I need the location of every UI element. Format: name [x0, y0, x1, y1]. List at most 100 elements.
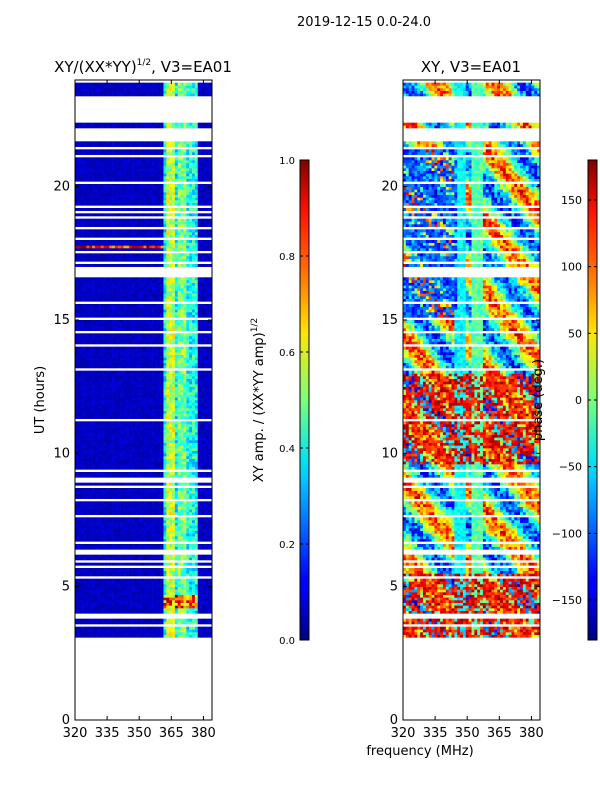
heatmap-cell — [109, 453, 113, 457]
heatmap-cell — [77, 602, 81, 606]
heatmap-cell — [140, 493, 144, 497]
heatmap-cell — [89, 554, 93, 558]
heatmap-cell — [197, 448, 201, 451]
heatmap-cell — [183, 373, 187, 377]
heatmap-cell — [86, 546, 90, 550]
heatmap-cell — [80, 325, 84, 329]
heatmap-cell — [97, 568, 101, 571]
heatmap-cell — [137, 322, 141, 326]
heatmap-cell — [129, 554, 133, 558]
heatmap-cell — [75, 602, 79, 606]
heatmap-cell — [123, 504, 127, 507]
heatmap-cell — [180, 362, 184, 366]
heatmap-cell — [89, 410, 93, 414]
heatmap-cell — [134, 496, 139, 499]
heatmap-cell — [180, 458, 184, 462]
heatmap-cell — [103, 370, 107, 374]
heatmap-cell — [109, 578, 113, 582]
heatmap-cell — [86, 416, 90, 419]
heatmap-cell — [103, 322, 107, 326]
heatmap-cell — [126, 448, 130, 451]
heatmap-cell — [189, 626, 193, 630]
heatmap-cell — [157, 362, 161, 366]
heatmap-cell — [134, 488, 139, 491]
heatmap-cell — [109, 450, 113, 454]
heatmap-cell — [157, 378, 161, 382]
heatmap-cell — [189, 568, 193, 571]
heatmap-cell — [203, 413, 207, 417]
heatmap-cell — [154, 544, 159, 547]
heatmap-cell — [100, 362, 104, 366]
heatmap-cell — [94, 341, 99, 345]
heatmap-cell — [137, 546, 141, 550]
heatmap-cell — [146, 397, 150, 401]
heatmap-cell — [166, 394, 170, 398]
heatmap-cell — [75, 597, 79, 601]
heatmap-cell — [100, 453, 104, 457]
heatmap-cell — [180, 581, 184, 585]
heatmap-cell — [83, 384, 87, 387]
heatmap-cell — [77, 490, 81, 494]
heatmap-cell — [146, 426, 150, 430]
heatmap-cell — [174, 594, 179, 598]
heatmap-cell — [80, 589, 84, 593]
heatmap-cell — [123, 450, 127, 454]
heatmap-cell — [172, 474, 176, 478]
heatmap-cell — [203, 322, 207, 326]
heatmap-cell — [186, 610, 190, 614]
heatmap-cell — [166, 357, 170, 361]
heatmap-cell — [109, 632, 113, 635]
heatmap-cell — [203, 520, 207, 523]
heatmap-cell — [129, 474, 133, 478]
heatmap-cell — [103, 373, 107, 377]
heatmap-cell — [83, 453, 87, 457]
heatmap-cell — [186, 490, 190, 494]
heatmap-cell — [169, 562, 173, 566]
heatmap-cell — [83, 362, 87, 366]
heatmap-cell — [77, 381, 81, 385]
heatmap-cell — [174, 362, 179, 366]
heatmap-cell — [143, 586, 147, 590]
heatmap-cell — [143, 434, 147, 438]
heatmap-cell — [77, 600, 81, 603]
heatmap-cell — [146, 586, 150, 590]
heatmap-cell — [129, 602, 133, 606]
heatmap-cell — [180, 626, 184, 630]
heatmap-cell — [137, 312, 141, 315]
heatmap-cell — [203, 376, 207, 379]
heatmap-cell — [106, 621, 110, 625]
heatmap-cell — [194, 338, 199, 342]
heatmap-cell — [149, 600, 153, 603]
heatmap-cell — [109, 496, 113, 499]
heatmap-cell — [114, 448, 119, 451]
heatmap-cell — [194, 434, 199, 438]
heatmap-cell — [189, 360, 193, 363]
heatmap-cell — [100, 581, 104, 585]
heatmap-cell — [137, 501, 141, 505]
heatmap-cell — [123, 520, 127, 523]
heatmap-cell — [103, 621, 107, 625]
heatmap-cell — [200, 314, 204, 318]
heatmap-cell — [114, 424, 119, 427]
heatmap-cell — [75, 632, 79, 635]
heatmap-cell — [75, 554, 79, 558]
heatmap-cell — [143, 365, 147, 369]
heatmap-cell — [86, 397, 90, 401]
heatmap-cell — [140, 389, 144, 393]
heatmap-cell — [186, 408, 190, 411]
heatmap-cell — [92, 397, 96, 401]
heatmap-cell — [94, 536, 99, 539]
heatmap-cell — [117, 530, 121, 534]
heatmap-cell — [166, 586, 170, 590]
heatmap-cell — [106, 336, 110, 339]
heatmap-cell — [132, 410, 136, 414]
heatmap-cell — [169, 354, 173, 358]
heatmap-cell — [203, 426, 207, 430]
heatmap-cell — [97, 496, 101, 499]
heatmap-cell — [92, 608, 96, 611]
heatmap-cell — [83, 461, 87, 465]
heatmap-cell — [83, 322, 87, 326]
heatmap-cell — [206, 570, 210, 574]
heatmap-cell — [206, 474, 210, 478]
heatmap-cell — [186, 312, 190, 315]
